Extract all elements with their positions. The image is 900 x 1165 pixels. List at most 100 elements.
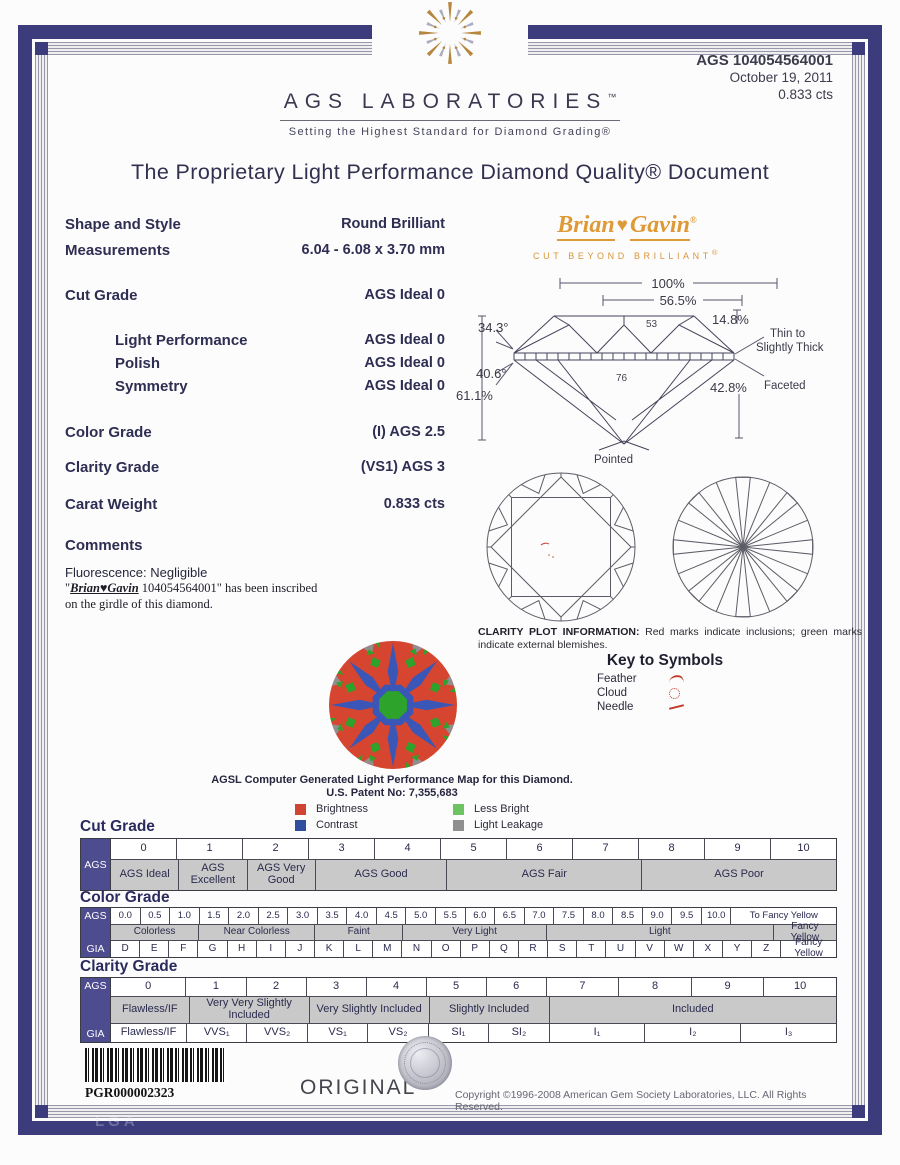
scale-cell: 1.5 xyxy=(198,908,229,924)
scale-cell: Flawless/IF xyxy=(111,997,189,1023)
inscription-quote: " xyxy=(65,581,71,595)
brand-word-left: Brian xyxy=(557,212,615,241)
scale-org-col: AGS GIA xyxy=(81,908,111,957)
cut-grade-scale: AGS 0 1 2 3 4 5 6 7 8 9 10 AGS Ideal AGS Excellent AGS… xyxy=(80,838,837,891)
scale-cell: 0.5 xyxy=(139,908,170,924)
scale-cell: G xyxy=(197,941,226,957)
scale-cell: VVS₁ xyxy=(186,1024,246,1042)
scale-cell: SI₁ xyxy=(427,1024,488,1042)
color-grade-scale: AGS GIA 0.0 0.5 1.0 1.5 2.0 2.5 3.0 3.5 4.0 4.5 5.0 5… xyxy=(80,907,837,959)
scale-cell: 1 xyxy=(176,839,242,859)
scale-cell: 9 xyxy=(690,978,764,996)
report-date: October 19, 2011 xyxy=(729,70,833,85)
brand-tagline-reg: ® xyxy=(711,248,721,257)
field-value: AGS Ideal 0 xyxy=(364,355,445,371)
brand-registered-mark: ® xyxy=(689,215,697,225)
scale-cell: 2 xyxy=(242,839,308,859)
field-value: (VS1) AGS 3 xyxy=(360,459,445,475)
scale-org-col: AGS xyxy=(81,839,111,890)
scale-cell: 6.0 xyxy=(464,908,495,924)
inscription-text: 104054564001" has been inscribed xyxy=(138,581,318,595)
legend-label: Brightness xyxy=(316,803,368,815)
scale-cell: T xyxy=(576,941,605,957)
scale-cell: 9 xyxy=(704,839,770,859)
field-label: Polish xyxy=(115,355,161,372)
scale-cell: R xyxy=(517,941,547,957)
label-culet: Pointed xyxy=(594,454,634,466)
field-row: Light Performance AGS Ideal 0 xyxy=(65,332,445,349)
scale-cell: D xyxy=(121,942,129,954)
scale-cell: Slightly Included xyxy=(428,997,549,1023)
clarity-grade-scale: AGS GIA 0 1 2 3 4 5 6 7 8 9 10 Flawless/IF Very Very S… xyxy=(80,977,837,1043)
border-navy-band xyxy=(18,25,882,1135)
border-corner xyxy=(35,42,48,55)
scale-cell: Included xyxy=(548,997,836,1023)
scale-cell: H xyxy=(226,941,256,957)
scale-cell: 5.5 xyxy=(435,908,465,924)
scale-cell: 7 xyxy=(572,839,638,859)
scale-cell: 10 xyxy=(770,839,836,859)
clarity-info-text: Red marks indicate inclusions; green mar… xyxy=(478,626,862,651)
scale-cell: Colorless xyxy=(111,925,199,940)
lab-trademark: ™ xyxy=(607,92,617,102)
scale-cell: AGS Excellent xyxy=(178,860,247,890)
scale-cell: I₁ xyxy=(548,1024,645,1042)
report-number: AGS 104054564001 xyxy=(696,52,833,69)
scale-cell: 4.0 xyxy=(346,908,376,924)
scale-cell: X xyxy=(692,941,722,957)
field-row: Color Grade (I) AGS 2.5 xyxy=(65,424,445,441)
brian-gavin-name: Brian ♥Gavin® xyxy=(512,212,742,241)
scale-cell: 5 xyxy=(440,839,506,859)
border-corner xyxy=(852,1105,865,1118)
label-star-facet: 53 xyxy=(646,319,658,330)
scale-cell: Z xyxy=(751,941,780,957)
scale-cell: K xyxy=(313,941,343,957)
key-symbol-label: Feather xyxy=(597,673,637,685)
brian-gavin-logo: Brian ♥Gavin® CUT BEYOND BRILLIANT® xyxy=(512,212,742,261)
field-row: Clarity Grade (VS1) AGS 3 xyxy=(65,459,445,476)
comments-heading: Comments xyxy=(65,537,143,554)
scale-cell: 8 xyxy=(618,978,691,996)
scale-cell: Very Very Slightly Included xyxy=(188,997,309,1023)
report-carat: 0.833 cts xyxy=(778,87,833,102)
scale-cell: V xyxy=(634,941,664,957)
label-total-depth: 61.1% xyxy=(456,388,493,403)
scale-cell: Fancy Yellow xyxy=(780,937,836,959)
clarity-plot-info: CLARITY PLOT INFORMATION: Red marks indi… xyxy=(478,626,862,652)
label-girdle-thickness-2: Slightly Thick xyxy=(756,342,824,354)
label-crown-height: 14.8% xyxy=(712,312,749,327)
scale-cell: 1 xyxy=(185,978,245,996)
scale-cell: 2 xyxy=(245,978,306,996)
label-pavilion-depth: 42.8% xyxy=(710,380,747,395)
scale-cell: 5 xyxy=(425,978,486,996)
field-label: Measurements xyxy=(65,242,171,259)
label-girdle-faceted: Faceted xyxy=(764,380,806,392)
legend-label: Light Leakage xyxy=(474,819,544,831)
scale-cell: AGS Very Good xyxy=(246,860,315,890)
scale-cell: VVS₂ xyxy=(246,1024,306,1042)
scale-cell: 2.0 xyxy=(228,908,258,924)
scale-cell: Light xyxy=(545,925,773,940)
scale-org-label: AGS xyxy=(84,980,107,992)
scale-cell: 7.0 xyxy=(523,908,554,924)
scale-cell: Very Light xyxy=(402,925,546,940)
proportions-diagram: 100% 56.5% 34.3° 40.6° 61.1% 53 76 14.8%… xyxy=(456,268,862,474)
field-row: Measurements 6.04 - 6.08 x 3.70 mm xyxy=(65,242,445,259)
scale-cell: 1.0 xyxy=(169,908,199,924)
scale-cell: I xyxy=(255,941,285,957)
scale-cell: 3.0 xyxy=(287,908,317,924)
scale-cell: VS₁ xyxy=(306,1024,367,1042)
label-table-percent: 56.5% xyxy=(659,293,697,308)
scale-cell: 3 xyxy=(308,839,374,859)
scale-org-label: GIA xyxy=(86,943,105,955)
field-label: Symmetry xyxy=(115,378,188,395)
feather-symbol-icon xyxy=(668,673,685,685)
field-row: Symmetry AGS Ideal 0 xyxy=(65,378,445,395)
scale-cell: 5.0 xyxy=(405,908,435,924)
scale-cell: 9.5 xyxy=(671,908,701,924)
scale-cell: 0 xyxy=(145,980,152,993)
scale-cell: 3.5 xyxy=(316,908,347,924)
clarity-grade-heading: Clarity Grade xyxy=(80,958,178,975)
scale-cell: Near Colorless xyxy=(198,925,315,940)
